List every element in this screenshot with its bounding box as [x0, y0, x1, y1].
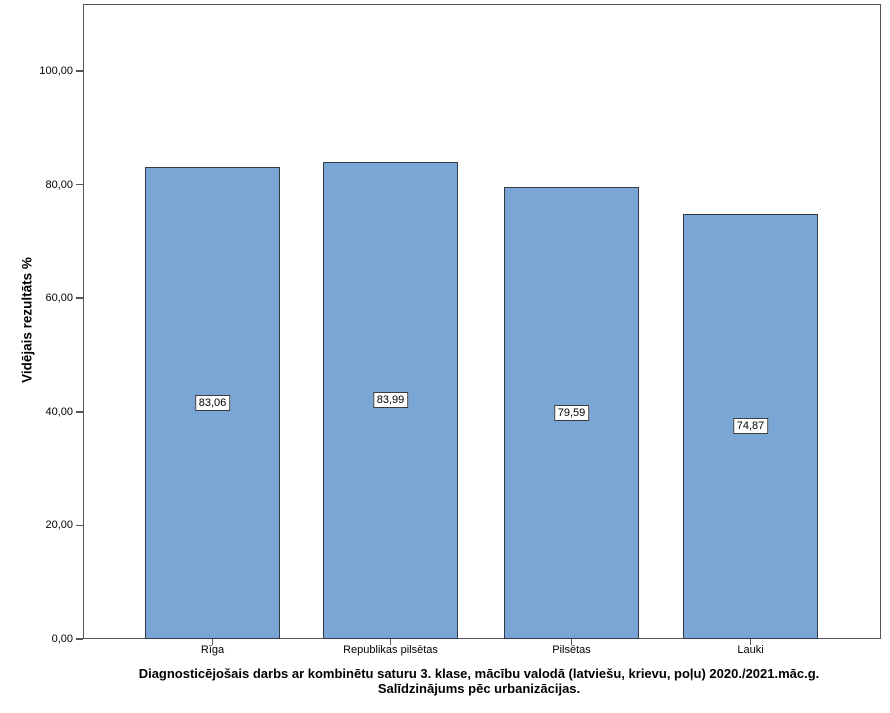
x-category-label: Lauki [737, 644, 764, 656]
y-tick-mark [76, 638, 83, 640]
x-tick-mark [570, 639, 573, 645]
x-category-label: Pilsētas [552, 644, 591, 656]
chart-caption: Diagnosticējošais darbs ar kombinētu sat… [69, 666, 889, 696]
bar-value-label: 74,87 [732, 418, 769, 435]
y-tick-label: 80,00 [45, 178, 73, 191]
bar-value-label: 79,59 [553, 404, 590, 421]
y-tick-mark [76, 524, 83, 527]
y-tick-label: 40,00 [45, 405, 73, 418]
y-tick-label: 60,00 [45, 292, 73, 305]
caption-subtitle-line: Salīdzinājums pēc urbanizācijas. [377, 681, 581, 696]
y-tick-mark [76, 70, 83, 72]
bar [323, 161, 458, 639]
y-tick-mark [76, 411, 83, 413]
caption-title-line: Diagnosticējošais darbs ar kombinētu sat… [138, 666, 820, 681]
x-category-label: Republikas pilsētas [343, 644, 438, 656]
y-axis-title: Vidējais rezultāts % [19, 257, 35, 383]
y-tick-mark [76, 183, 83, 186]
x-tick-mark [749, 639, 752, 645]
y-tick-label: 0,00 [51, 633, 73, 645]
y-tick-mark [76, 297, 83, 299]
x-category-label: Rīga [200, 644, 225, 656]
x-tick-mark [211, 639, 214, 645]
y-tick-label: 100,00 [39, 65, 73, 77]
bar-value-label: 83,06 [194, 395, 231, 412]
bar-value-label: 83,99 [372, 392, 409, 409]
x-tick-mark [389, 639, 392, 645]
y-tick-label: 20,00 [45, 519, 73, 532]
